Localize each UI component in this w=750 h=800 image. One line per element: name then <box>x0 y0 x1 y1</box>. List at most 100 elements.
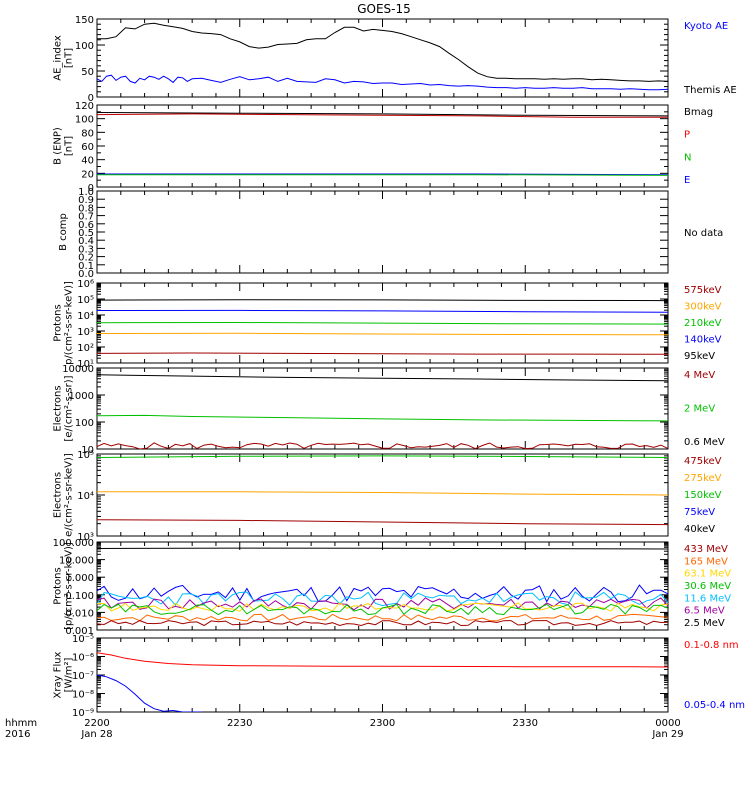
series-line <box>97 173 668 176</box>
x-tick-label: 0000 <box>655 718 680 729</box>
y-axis-label: Protons <box>53 304 64 341</box>
panel-bfield: 0 20 40 60 80 100 120 B (ENP) [nT] Bmag PN E <box>53 101 714 194</box>
series-group <box>97 652 668 712</box>
series-line <box>97 613 668 622</box>
legend-entry: 95keV <box>684 351 715 362</box>
series-line <box>97 414 668 422</box>
series-line <box>97 299 668 302</box>
legend-entry: 433 MeV <box>684 544 728 555</box>
series-group <box>97 112 668 176</box>
legend-entry: 75keV <box>684 507 715 518</box>
series-line <box>97 603 668 616</box>
y-tick-label: 10⁻⁶ <box>72 653 94 664</box>
y-tick-label: 0.2 <box>78 253 94 264</box>
legend-entry: 0.05-0.4 nm <box>684 700 745 711</box>
y-tick-label: 0.4 <box>78 236 94 247</box>
x-date-label: Jan 28 <box>80 729 112 740</box>
panel-protons_high: 0.001 0.010 0.100 1.000 10.000 100.000 Protons… <box>53 538 732 637</box>
legend-entry: 30.6 MeV <box>684 581 731 592</box>
series-group <box>97 547 668 627</box>
y-tick-label: 60 <box>81 142 94 153</box>
series-line <box>97 352 668 355</box>
y-tick-label: 10⁴ <box>77 311 94 322</box>
y-tick-label: 10⁵ <box>77 295 94 306</box>
y-tick-label: 20 <box>81 169 94 180</box>
y-tick-label: 120 <box>75 101 94 112</box>
y-tick-label: 100 <box>75 115 94 126</box>
y-tick-label: 50 <box>81 67 94 78</box>
legend-entry: 63.1 MeV <box>684 569 731 580</box>
y-axis-label: [W/m²] <box>64 657 75 692</box>
legend-entry: 2.5 MeV <box>684 618 725 629</box>
plot-title: GOES-15 <box>357 2 411 16</box>
series-line <box>97 674 202 712</box>
y-axis-label: Protons <box>53 567 64 604</box>
y-axis-label: AE_index <box>53 35 64 81</box>
y-tick-label: 0 <box>88 183 94 194</box>
y-axis-label: [nT] <box>64 136 75 156</box>
legend-entry: 575keV <box>684 285 722 296</box>
y-tick-label: 1.000 <box>65 573 94 584</box>
legend-entry: 4 MeV <box>684 370 715 381</box>
series-line <box>97 519 668 526</box>
legend-entry: 6.5 MeV <box>684 606 725 617</box>
y-tick-label: 1000 <box>69 391 94 402</box>
series-line <box>97 22 668 82</box>
y-tick-label: 10⁻⁷ <box>72 671 94 682</box>
y-tick-label: 0.7 <box>78 212 94 223</box>
y-axis-label: [e/(cm²-s-sr)] <box>64 375 75 441</box>
series-group <box>97 299 668 355</box>
legend-entry: 40keV <box>684 524 715 535</box>
hhmm-label: hhmm <box>5 718 37 729</box>
y-tick-label: 10⁶ <box>77 279 94 290</box>
series-line <box>97 174 668 176</box>
panel-frame <box>96 190 669 274</box>
y-tick-label: 10000 <box>62 364 94 375</box>
y-tick-label: 10⁴ <box>77 491 94 502</box>
y-tick-label: 0.8 <box>78 203 94 214</box>
x-tick-label: 2230 <box>227 718 252 729</box>
panel-electrons_mev: 10 100 1000 10000 Electrons [e/(cm²-s-sr)] 4 M… <box>53 364 725 456</box>
legend-entry: Kyoto AE <box>684 21 728 32</box>
y-tick-label: 0.010 <box>65 608 94 619</box>
y-tick-label: 10² <box>77 343 94 354</box>
series-line <box>97 74 668 91</box>
y-tick-label: 10⁻⁵ <box>72 634 94 645</box>
y-tick-label: 10 <box>81 445 94 456</box>
legend-entry: 210keV <box>684 318 722 329</box>
series-line <box>97 374 668 382</box>
panel-protons_low: 10¹ 10² 10³ 10⁴ 10⁵ 10⁶ Protons p/(cm²-s-sr-keV… <box>53 279 722 370</box>
legend-entry: 300keV <box>684 302 722 313</box>
series-group <box>97 374 668 449</box>
y-tick-label: 1.0 <box>78 187 94 198</box>
y-tick-label: 40 <box>81 156 94 167</box>
legend-entry: 165 MeV <box>684 556 728 567</box>
y-tick-label: 0.3 <box>78 244 94 255</box>
legend-entry: P <box>684 130 690 141</box>
legend-entry: 140keV <box>684 335 722 346</box>
y-tick-label: 100 <box>75 418 94 429</box>
panel-frame <box>96 637 669 713</box>
legend-entry: 2 MeV <box>684 404 715 415</box>
y-tick-label: 10¹ <box>77 359 94 370</box>
x-tick-label: 2300 <box>370 718 395 729</box>
y-tick-label: 0.001 <box>65 626 94 637</box>
legend-entry: E <box>684 175 690 186</box>
series-line <box>97 332 668 336</box>
y-tick-label: 0.100 <box>65 591 94 602</box>
y-axis-label: B (ENP) <box>53 127 64 165</box>
legend-entry: Themis AE <box>683 85 737 96</box>
series-group <box>97 455 668 526</box>
panel-ae: 0 50 100 150 AE_index [nT] Kyoto AE Themis AE <box>53 15 737 104</box>
y-tick-label: 80 <box>81 128 94 139</box>
y-tick-label: 10⁻⁹ <box>72 708 94 719</box>
y-tick-label: 0.1 <box>78 261 94 272</box>
panel-bcomp: 0.00.10.20.30.40.50.60.70.80.91.0 B comp N… <box>58 187 723 280</box>
y-tick-label: 100 <box>75 41 94 52</box>
series-group <box>97 22 668 91</box>
legend-entry: 0.1-0.8 nm <box>684 640 739 651</box>
y-tick-label: 0.0 <box>78 269 94 280</box>
